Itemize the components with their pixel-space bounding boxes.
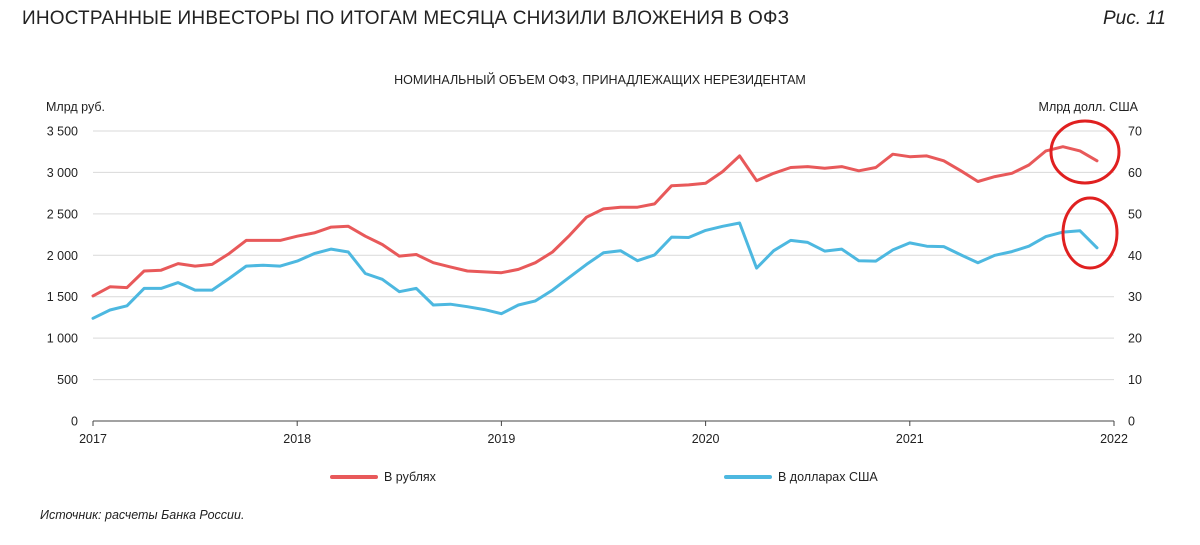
y-tick-label-right: 40 bbox=[1128, 249, 1142, 263]
series-lines bbox=[91, 145, 1099, 320]
legend-swatch-dollars bbox=[724, 475, 772, 479]
legend-label-dollars: В долларах США bbox=[778, 470, 878, 484]
legend-label-rubles: В рублях bbox=[384, 470, 436, 484]
series-line-dollars bbox=[91, 221, 1099, 320]
y-tick-label-right: 10 bbox=[1128, 373, 1142, 387]
right-axis-unit-label: Млрд долл. США bbox=[1038, 100, 1138, 114]
x-tick-label: 2019 bbox=[487, 432, 515, 446]
annotations bbox=[1049, 119, 1121, 270]
chart-title: НОМИНАЛЬНЫЙ ОБЪЕМ ОФЗ, ПРИНАДЛЕЖАЩИХ НЕР… bbox=[394, 73, 806, 87]
x-tick-label: 2020 bbox=[692, 432, 720, 446]
y-tick-label-right: 50 bbox=[1128, 207, 1142, 221]
y-tick-label-left: 2 000 bbox=[47, 249, 78, 263]
y-tick-label-right: 30 bbox=[1128, 290, 1142, 304]
x-tick-label: 2018 bbox=[283, 432, 311, 446]
x-tick-label: 2022 bbox=[1100, 432, 1128, 446]
figure-label: Рис. 11 bbox=[1102, 8, 1166, 29]
y-tick-label-left: 3 000 bbox=[47, 166, 78, 180]
y-tick-label-left: 500 bbox=[57, 373, 78, 387]
highlight-circle-rubles bbox=[1049, 119, 1121, 185]
y-tick-label-left: 1 000 bbox=[47, 332, 78, 346]
left-axis-unit-label: Млрд руб. bbox=[46, 100, 105, 114]
axes: 0 0 500 10 1 000 20 1 500 30 2 000 40 2 500 50 3 000… bbox=[47, 125, 1142, 447]
y-tick-label-right: 0 bbox=[1128, 415, 1135, 429]
y-tick-label-left: 3 500 bbox=[47, 125, 78, 139]
y-tick-label-left: 0 bbox=[71, 415, 78, 429]
y-tick-label-left: 2 500 bbox=[47, 207, 78, 221]
highlight-circle-dollars bbox=[1061, 196, 1119, 270]
x-tick-label: 2021 bbox=[896, 432, 924, 446]
source-note: Источник: расчеты Банка России. bbox=[40, 508, 245, 522]
y-tick-label-left: 1 500 bbox=[47, 290, 78, 304]
page-title: ИНОСТРАННЫЕ ИНВЕСТОРЫ ПО ИТОГАМ МЕСЯЦА С… bbox=[22, 8, 790, 29]
y-tick-label-right: 20 bbox=[1128, 332, 1142, 346]
legend-swatch-rubles bbox=[330, 475, 378, 479]
legend-item-rubles: В рублях bbox=[330, 470, 436, 484]
legend-item-dollars: В долларах США bbox=[724, 470, 878, 484]
x-tick-label: 2017 bbox=[79, 432, 107, 446]
series-line-rubles bbox=[91, 145, 1099, 298]
y-tick-label-right: 60 bbox=[1128, 166, 1142, 180]
y-tick-label-right: 70 bbox=[1128, 125, 1142, 139]
grid-lines bbox=[93, 130, 1114, 381]
